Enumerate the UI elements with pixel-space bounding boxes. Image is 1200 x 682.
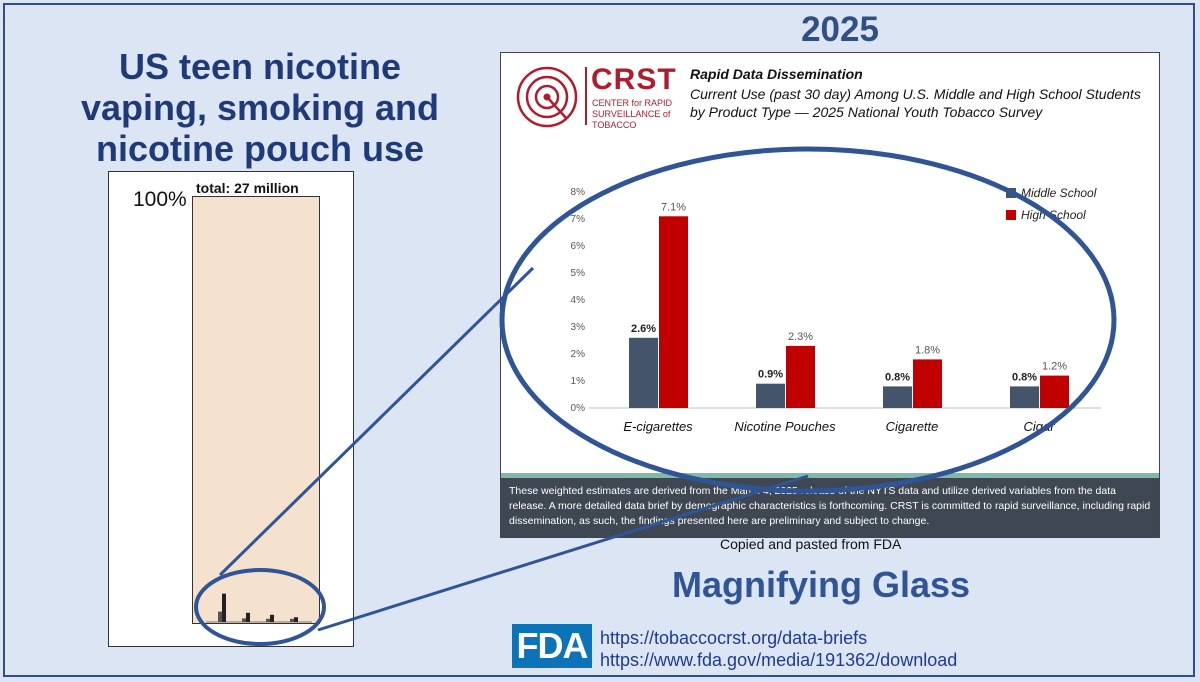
bar-high-school xyxy=(659,216,688,408)
category-label: Cigarette xyxy=(886,419,939,434)
mini-bar xyxy=(270,614,274,622)
mini-bar xyxy=(222,593,226,622)
card-subtitle: Current Use (past 30 day) Among U.S. Mid… xyxy=(690,86,1141,120)
crst-card: CRST CENTER for RAPID SURVEILLANCE of TO… xyxy=(500,52,1160,538)
y-tick-label: 4% xyxy=(571,295,586,306)
category-label: E-cigarettes xyxy=(623,419,693,434)
logo-divider xyxy=(585,67,587,125)
mini-bar xyxy=(294,617,298,622)
bar-high-school xyxy=(1040,375,1069,408)
bar-high-school xyxy=(913,359,942,408)
mini-bar xyxy=(218,611,222,622)
y-tick-label: 7% xyxy=(571,214,586,225)
total-label: total: 27 million xyxy=(196,180,299,196)
magnify-label: Magnifying Glass xyxy=(672,564,971,605)
legend-swatch-middle xyxy=(1006,188,1016,198)
mini-bar xyxy=(266,618,270,622)
copied-note: Copied and pasted from FDA xyxy=(720,536,902,552)
y-tick-label: 6% xyxy=(571,241,586,252)
bar-middle-school xyxy=(629,337,658,408)
y-tick-label: 1% xyxy=(571,376,586,387)
data-label: 1.2% xyxy=(1042,361,1067,373)
bar-chart: 0% 1% 2% 3% 4% 5% 6% 7% 8% 2.6% 7.1% E-cigarettes 0.… xyxy=(571,186,1101,434)
y-tick-label: 3% xyxy=(571,322,586,333)
bar-middle-school xyxy=(1010,386,1039,408)
data-label: 0.8% xyxy=(1012,371,1037,383)
bar-middle-school xyxy=(883,386,912,408)
data-label: 1.8% xyxy=(915,344,940,356)
legend-label: Middle School xyxy=(1021,186,1097,200)
y-tick-label: 2% xyxy=(571,349,586,360)
card-title: Rapid Data Dissemination xyxy=(690,66,863,82)
legend-swatch-high xyxy=(1006,210,1016,220)
data-label: 0.8% xyxy=(885,371,910,383)
category-label: Cigar xyxy=(1023,419,1055,434)
y-tick-label: 0% xyxy=(571,403,586,414)
link-tobaccocrst[interactable]: https://tobaccocrst.org/data-briefs xyxy=(600,628,868,648)
data-label: 7.1% xyxy=(661,201,686,213)
bar-high-school xyxy=(786,345,815,408)
crst-logo-icon xyxy=(516,66,578,128)
y-tick-label: 5% xyxy=(571,268,586,279)
y-tick-label: 8% xyxy=(571,187,586,198)
year-heading: 2025 xyxy=(801,10,879,49)
link-fda-download[interactable]: https://www.fda.gov/media/191362/downloa… xyxy=(600,650,958,670)
card-footnote: These weighted estimates are derived fro… xyxy=(501,478,1159,537)
bar-middle-school xyxy=(756,383,785,408)
slide-frame xyxy=(3,3,1195,677)
mini-bar xyxy=(246,612,250,622)
legend-label: High School xyxy=(1021,208,1086,222)
data-label: 0.9% xyxy=(758,369,783,381)
data-label: 2.3% xyxy=(788,331,813,343)
mini-bar xyxy=(242,618,246,622)
category-label: Nicotine Pouches xyxy=(734,419,836,434)
data-label: 2.6% xyxy=(631,323,656,335)
mini-bar xyxy=(290,618,294,622)
crst-logo-word: CRST xyxy=(591,63,677,96)
fda-logo: FDA xyxy=(512,624,592,668)
axis-top-label: 100% xyxy=(133,188,187,211)
total-bar xyxy=(192,196,320,624)
left-title: US teen nicotine vaping, smoking and nic… xyxy=(80,46,440,169)
mini-chart-thumbnail xyxy=(206,593,312,623)
crst-logo-subtitle: CENTER for RAPID SURVEILLANCE of TOBACCO xyxy=(592,98,673,130)
